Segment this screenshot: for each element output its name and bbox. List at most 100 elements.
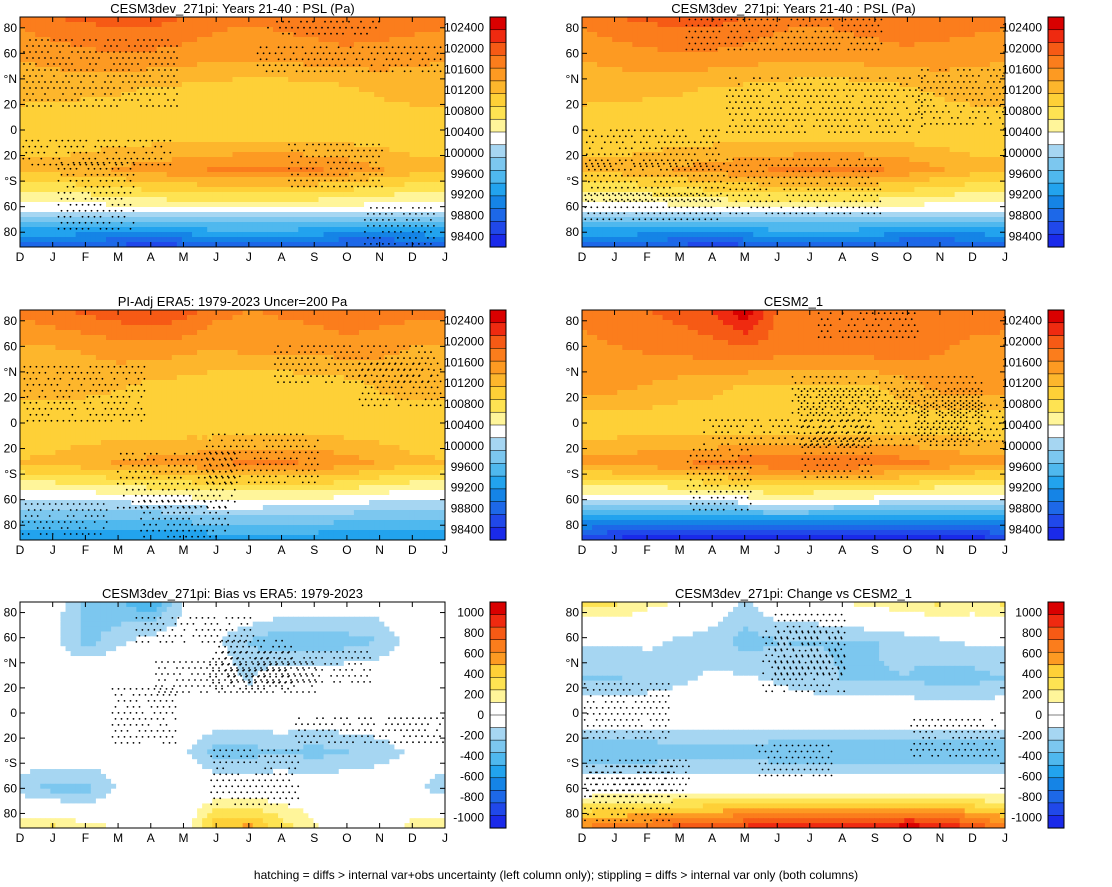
heatmap-cell (257, 232, 264, 238)
heatmap-cell (156, 112, 163, 118)
heatmap-cell (60, 42, 67, 48)
stipple-dot (120, 209, 123, 212)
heatmap-cell (232, 92, 239, 98)
heatmap-cell (106, 52, 112, 58)
heatmap-cell (348, 77, 355, 83)
heatmap-cell (111, 147, 117, 153)
heatmap-cell (202, 202, 208, 208)
stipple-dot (167, 99, 169, 101)
stipple-dot (76, 145, 79, 148)
heatmap-cell (186, 202, 193, 208)
heatmap-cell (404, 167, 411, 173)
stipple-dot (436, 52, 439, 55)
heatmap-cell (166, 212, 173, 218)
stipple-dot (71, 51, 73, 53)
heatmap-cell (222, 52, 229, 58)
heatmap-cell (293, 22, 299, 28)
stipple-dot (114, 161, 117, 164)
heatmap-cell (323, 142, 330, 148)
heatmap-cell (414, 177, 421, 183)
stipple-dot (60, 221, 63, 224)
heatmap-cell (369, 102, 375, 108)
heatmap-cell (126, 42, 132, 48)
heatmap-cell (262, 27, 269, 33)
heatmap-cell (55, 147, 62, 153)
heatmap-cell (70, 52, 77, 58)
heatmap-cell (192, 172, 198, 178)
heatmap-cell (217, 67, 223, 73)
heatmap-cell (100, 37, 107, 43)
heatmap-cell (318, 107, 325, 113)
stipple-dot (360, 20, 362, 23)
heatmap-cell (323, 47, 330, 53)
stipple-dot (28, 157, 31, 160)
x-tick-label: J (213, 250, 219, 264)
heatmap-cell (65, 147, 72, 153)
heatmap-cell (35, 97, 41, 103)
stipple-dot (412, 231, 414, 233)
heatmap-cell (379, 112, 385, 118)
heatmap-cell (207, 207, 213, 213)
heatmap-cell (151, 172, 158, 178)
heatmap-cell (364, 82, 370, 88)
heatmap-cell (358, 97, 365, 103)
heatmap-cell (151, 152, 158, 158)
heatmap-cell (232, 157, 239, 163)
heatmap-cell (399, 137, 406, 143)
heatmap-cell (30, 182, 36, 188)
heatmap-cell (217, 242, 223, 247)
heatmap-cell (181, 147, 188, 153)
heatmap-cell (389, 37, 396, 43)
heatmap-cell (272, 182, 279, 188)
heatmap-cell (298, 187, 304, 193)
stipple-dot (360, 167, 362, 170)
heatmap-cell (40, 232, 46, 238)
heatmap-cell (353, 142, 360, 148)
heatmap-cell (30, 22, 36, 28)
stipple-dot (400, 231, 402, 233)
heatmap-cell (288, 137, 294, 143)
stipple-dot (69, 203, 72, 206)
heatmap-cell (65, 57, 72, 63)
heatmap-cell (186, 217, 193, 223)
heatmap-cell (222, 162, 229, 168)
heatmap-cell (126, 137, 132, 143)
colorbar-label: 100400 (444, 125, 484, 139)
heatmap-cell (642, 17, 649, 23)
heatmap-cell (369, 172, 375, 178)
heatmap-cell (60, 47, 67, 53)
heatmap-cell (424, 67, 431, 73)
heatmap-cell (399, 132, 406, 138)
heatmap-cell (369, 32, 375, 38)
heatmap-cell (232, 82, 239, 88)
heatmap-cell (176, 107, 183, 113)
heatmap-cell (267, 37, 274, 43)
stipple-dot (149, 99, 151, 101)
heatmap-cell (146, 212, 153, 218)
heatmap-cell (424, 232, 431, 238)
heatmap-cell (257, 192, 264, 198)
heatmap-cell (267, 212, 274, 218)
heatmap-cell (242, 142, 249, 148)
stipple-dot (400, 207, 402, 209)
heatmap-cell (197, 107, 203, 113)
stipple-dot (95, 99, 97, 101)
heatmap-cell (343, 57, 350, 63)
heatmap-cell (358, 187, 365, 193)
heatmap-cell (126, 52, 132, 58)
heatmap-cell (434, 32, 441, 38)
heatmap-cell (394, 57, 401, 63)
heatmap-cell (55, 32, 62, 38)
heatmap-cell (141, 82, 148, 88)
heatmap-cell (399, 152, 406, 158)
stipple-dot (140, 81, 142, 83)
heatmap-cell (374, 152, 380, 158)
stipple-dot (345, 149, 347, 152)
heatmap-cell (75, 62, 82, 68)
heatmap-cell (283, 142, 289, 148)
stipple-dot (69, 191, 72, 194)
heatmap-cell (348, 37, 355, 43)
heatmap-cell (267, 132, 274, 138)
heatmap-cell (424, 172, 431, 178)
heatmap-cell (116, 147, 122, 153)
